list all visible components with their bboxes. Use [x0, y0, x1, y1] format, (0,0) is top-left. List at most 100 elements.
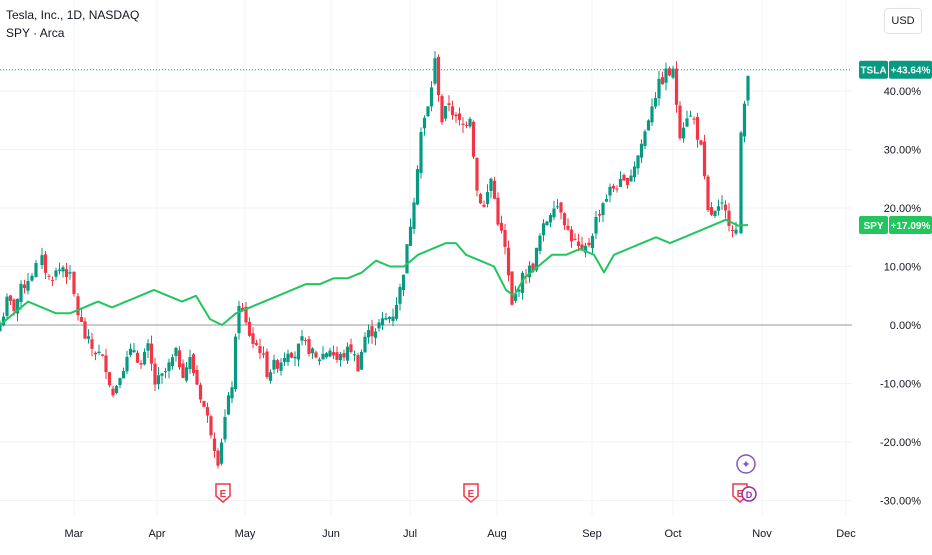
tsla-candle-body — [548, 215, 553, 223]
tsla-candle-body — [40, 255, 44, 266]
tsla-candle-body — [622, 175, 626, 181]
tsla-candle-body — [64, 269, 69, 278]
tsla-candle-body — [692, 118, 696, 120]
currency-button[interactable]: USD — [884, 8, 922, 34]
tsla-candle-body — [30, 275, 34, 281]
dividend-marker[interactable]: D — [741, 486, 757, 502]
tsla-candle-body — [527, 265, 532, 278]
tsla-candle-body — [618, 178, 623, 187]
spy-line-series[interactable] — [0, 218, 749, 326]
y-tick-label: -20.00% — [880, 437, 921, 449]
tsla-candle-body — [114, 386, 119, 393]
tsla-candle-body — [615, 188, 619, 190]
spy-line-path — [0, 218, 749, 326]
tsla-candle-body — [373, 331, 378, 338]
x-tick-label: Dec — [836, 528, 856, 540]
tsla-candle-body — [230, 387, 234, 399]
compare-symbol[interactable]: SPY · Arca — [6, 26, 65, 40]
tsla-candle-body — [296, 343, 301, 360]
tsla-candle-body — [149, 343, 154, 364]
tsla-candle-body — [314, 352, 318, 358]
news-icon — [736, 454, 756, 474]
tsla-candle-body — [629, 175, 633, 182]
tsla-candle-body — [653, 98, 658, 107]
tsla-candle-body — [184, 367, 189, 381]
tsla-candle-body — [510, 271, 514, 305]
tsla-candle-body — [604, 198, 609, 202]
tsla-candle-body — [706, 176, 710, 211]
tsla-candle-body — [447, 103, 451, 106]
tsla-candle-body — [671, 68, 675, 78]
dividend-label: D — [746, 490, 753, 500]
y-tick-label: 20.00% — [884, 203, 922, 215]
tsla-candle-body — [723, 204, 728, 211]
tsla-candle-body — [678, 105, 682, 139]
tsla-candle-body — [573, 238, 577, 240]
tsla-candle-body — [489, 178, 493, 191]
candlestick-series[interactable] — [0, 50, 750, 469]
tsla-candle-body — [450, 106, 455, 116]
tsla-candle-body — [83, 321, 87, 339]
tsla-candle-body — [569, 229, 574, 242]
tsla-candle-body — [608, 186, 612, 196]
tsla-candle-body — [695, 116, 700, 140]
tsla-candle-body — [482, 204, 486, 207]
symbol-tag-bg — [859, 216, 888, 235]
tsla-candle-body — [632, 166, 637, 178]
tsla-candle-body — [555, 206, 560, 208]
price-axis[interactable]: 40.00% 30.00% 20.00% 10.00% 0.00% -10.00% -20.… — [880, 86, 921, 508]
y-tick-label: 40.00% — [884, 86, 922, 98]
tsla-candle-body — [331, 352, 336, 356]
tsla-candle-body — [415, 169, 420, 205]
x-tick-label: May — [235, 528, 256, 540]
tsla-candle-body — [57, 269, 62, 271]
earnings-marker[interactable]: E — [215, 483, 231, 503]
event-markers[interactable]: E E E D✦ — [215, 454, 757, 503]
tsla-candle-body — [8, 295, 13, 301]
earnings-icon — [463, 483, 479, 503]
tsla-candle-body — [594, 217, 598, 234]
symbol-tag: TSLA — [860, 66, 886, 77]
tsla-candle-body — [272, 359, 276, 370]
tsla-candle-body — [454, 114, 458, 117]
tsla-candle-body — [202, 400, 206, 407]
tsla-candle-body — [86, 336, 91, 339]
news-label: ✦ — [741, 459, 750, 471]
tsla-candle-body — [716, 206, 721, 211]
value-tag-bg — [889, 216, 932, 235]
dividend-icon — [741, 486, 757, 502]
tsla-candle-body — [422, 117, 427, 129]
tsla-candle-body — [289, 352, 294, 358]
tsla-candle-body — [475, 158, 479, 191]
tsla-candle-body — [702, 141, 707, 177]
tsla-candle-body — [268, 372, 273, 381]
x-tick-label: Aug — [487, 528, 507, 540]
tsla-candle-body — [587, 242, 591, 246]
news-marker[interactable]: ✦ — [736, 454, 756, 474]
tsla-candle-body — [562, 213, 567, 226]
tsla-candle-body — [583, 245, 588, 253]
tsla-candle-body — [345, 346, 350, 361]
symbol-title[interactable]: Tesla, Inc., 1D, NASDAQ — [6, 8, 140, 22]
tsla-candle-body — [258, 346, 262, 354]
tsla-candle-body — [370, 326, 374, 337]
tsla-candle-body — [478, 194, 483, 204]
tsla-candle-body — [646, 120, 651, 131]
tsla-candle-body — [380, 318, 385, 326]
y-tick-label: -10.00% — [880, 379, 921, 391]
tsla-candle-body — [377, 322, 381, 329]
tsla-candle-body — [111, 388, 115, 396]
earnings-marker[interactable]: E — [463, 483, 479, 503]
tsla-candle-body — [734, 229, 738, 234]
tsla-candle-body — [398, 287, 402, 304]
earnings-label: E — [220, 489, 227, 500]
tsla-candle-body — [226, 395, 231, 415]
tsla-candle-body — [342, 353, 346, 358]
tsla-candle-body — [68, 272, 72, 274]
tsla-candle-body — [440, 96, 444, 123]
tsla-candle-body — [0, 325, 2, 331]
time-axis[interactable]: Mar Apr May Jun Jul Aug Sep Oct Nov Dec — [65, 528, 857, 540]
tsla-candle-body — [338, 354, 343, 361]
